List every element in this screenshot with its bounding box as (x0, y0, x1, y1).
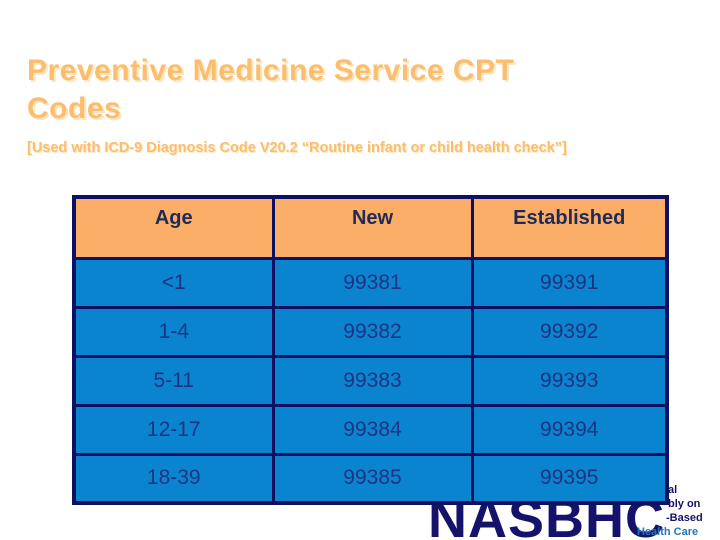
age-cell: 1-4 (72, 305, 275, 358)
new-code-cell: 99385 (271, 452, 474, 505)
nasbhc-logo-text-fragment: al (668, 484, 678, 496)
nasbhc-logo-text-fragment: Health Care (637, 526, 699, 538)
new-code-cell: 99382 (271, 305, 474, 358)
table-row: 5-11 99383 99393 (72, 354, 669, 407)
cpt-codes-table: Age New Established <1 99381 99391 1-4 9… (72, 195, 669, 505)
established-code-cell: 99394 (470, 403, 669, 456)
slide-title: Preventive Medicine Service CPT Codes (27, 54, 515, 125)
age-cell: <1 (72, 256, 275, 309)
table-header-row: Age New Established (72, 195, 669, 260)
nasbhc-logo-text-fragment: -Based (666, 512, 703, 524)
column-header-age: Age (72, 195, 275, 260)
table-row: 1-4 99382 99392 (72, 305, 669, 358)
table-row: 12-17 99384 99394 (72, 403, 669, 456)
new-code-cell: 99381 (271, 256, 474, 309)
table-row: 18-39 99385 99395 (72, 452, 669, 505)
established-code-cell: 99395 (470, 452, 669, 505)
column-header-new: New (271, 195, 474, 260)
table-row: <1 99381 99391 (72, 256, 669, 309)
established-code-cell: 99392 (470, 305, 669, 358)
age-cell: 12-17 (72, 403, 275, 456)
established-code-cell: 99393 (470, 354, 669, 407)
nasbhc-logo-text-fragment: bly on (668, 498, 701, 510)
column-header-established: Established (470, 195, 669, 260)
age-cell: 18-39 (72, 452, 275, 505)
age-cell: 5-11 (72, 354, 275, 407)
established-code-cell: 99391 (470, 256, 669, 309)
slide-subtitle: [Used with ICD-9 Diagnosis Code V20.2 “R… (27, 140, 567, 156)
new-code-cell: 99384 (271, 403, 474, 456)
new-code-cell: 99383 (271, 354, 474, 407)
